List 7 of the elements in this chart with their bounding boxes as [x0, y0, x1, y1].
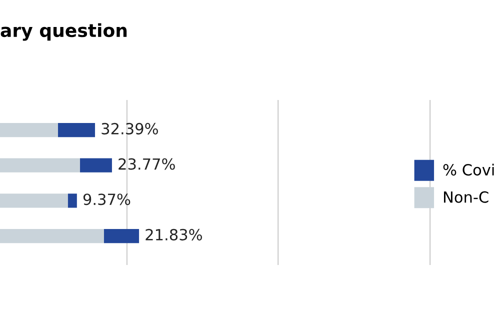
annotation: 32.39%	[102, 122, 158, 134]
chart-title: ary question	[0, 23, 127, 41]
legend-label: % Covi	[443, 164, 494, 176]
text: 21.83%	[146, 228, 202, 240]
legend-label: Non-C	[444, 191, 488, 203]
annotation: 23.77%	[118, 158, 175, 170]
annotation: 9.37%	[83, 194, 130, 206]
